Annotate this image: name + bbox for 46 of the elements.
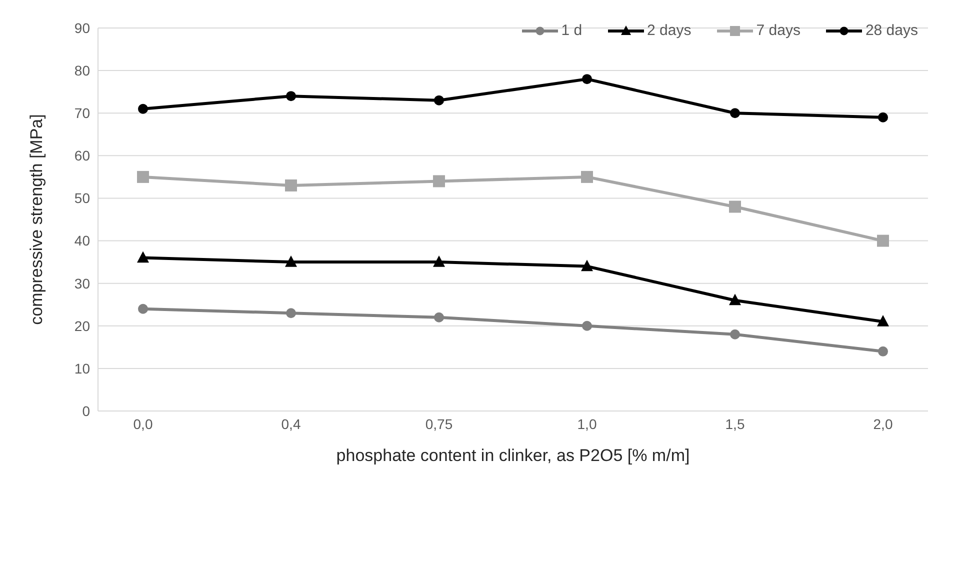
point [582, 320, 592, 331]
point [581, 260, 593, 272]
point [137, 170, 149, 183]
point [434, 95, 444, 106]
point [730, 329, 740, 340]
point [286, 308, 296, 318]
point [729, 294, 741, 306]
legend-label: 2 days [647, 22, 692, 39]
point [877, 234, 889, 247]
point [138, 104, 148, 114]
y-tick-label: 20 [74, 318, 90, 334]
point [581, 170, 593, 183]
legend-label: 28 days [865, 22, 918, 39]
y-axis-title: compressive strength [MPa] [27, 114, 46, 325]
point [434, 312, 444, 322]
point [730, 108, 740, 118]
y-tick-label: 0 [82, 402, 90, 419]
x-tick-label: 1,5 [725, 416, 745, 432]
point [729, 200, 741, 213]
y-tick-label: 70 [74, 105, 90, 122]
x-tick-label: 0,4 [281, 416, 301, 432]
point [285, 255, 297, 267]
point [137, 251, 149, 263]
y-tick-label: 40 [74, 232, 90, 249]
point [138, 304, 148, 314]
legend-label: 7 days [756, 22, 800, 39]
y-tick-label: 10 [74, 360, 90, 376]
y-tick-label: 80 [74, 62, 90, 79]
point [582, 74, 592, 84]
y-tick-label: 30 [74, 275, 90, 292]
x-axis-title: phosphate content in clinker, as P2O5 [% m/m] [336, 446, 690, 465]
x-tick-label: 2,0 [873, 416, 893, 432]
x-tick-label: 0,75 [425, 416, 453, 432]
point [433, 175, 445, 188]
y-tick-label: 60 [74, 148, 90, 164]
x-tick-label: 0,0 [133, 416, 153, 432]
x-tick-label: 1,0 [577, 416, 597, 432]
point [877, 315, 889, 326]
point [286, 91, 296, 102]
legend-label: 1 d [561, 22, 582, 39]
point [878, 346, 888, 356]
point [433, 255, 445, 267]
y-tick-label: 50 [74, 190, 90, 206]
y-tick-label: 90 [74, 20, 90, 36]
point [878, 112, 888, 122]
point [285, 179, 297, 192]
